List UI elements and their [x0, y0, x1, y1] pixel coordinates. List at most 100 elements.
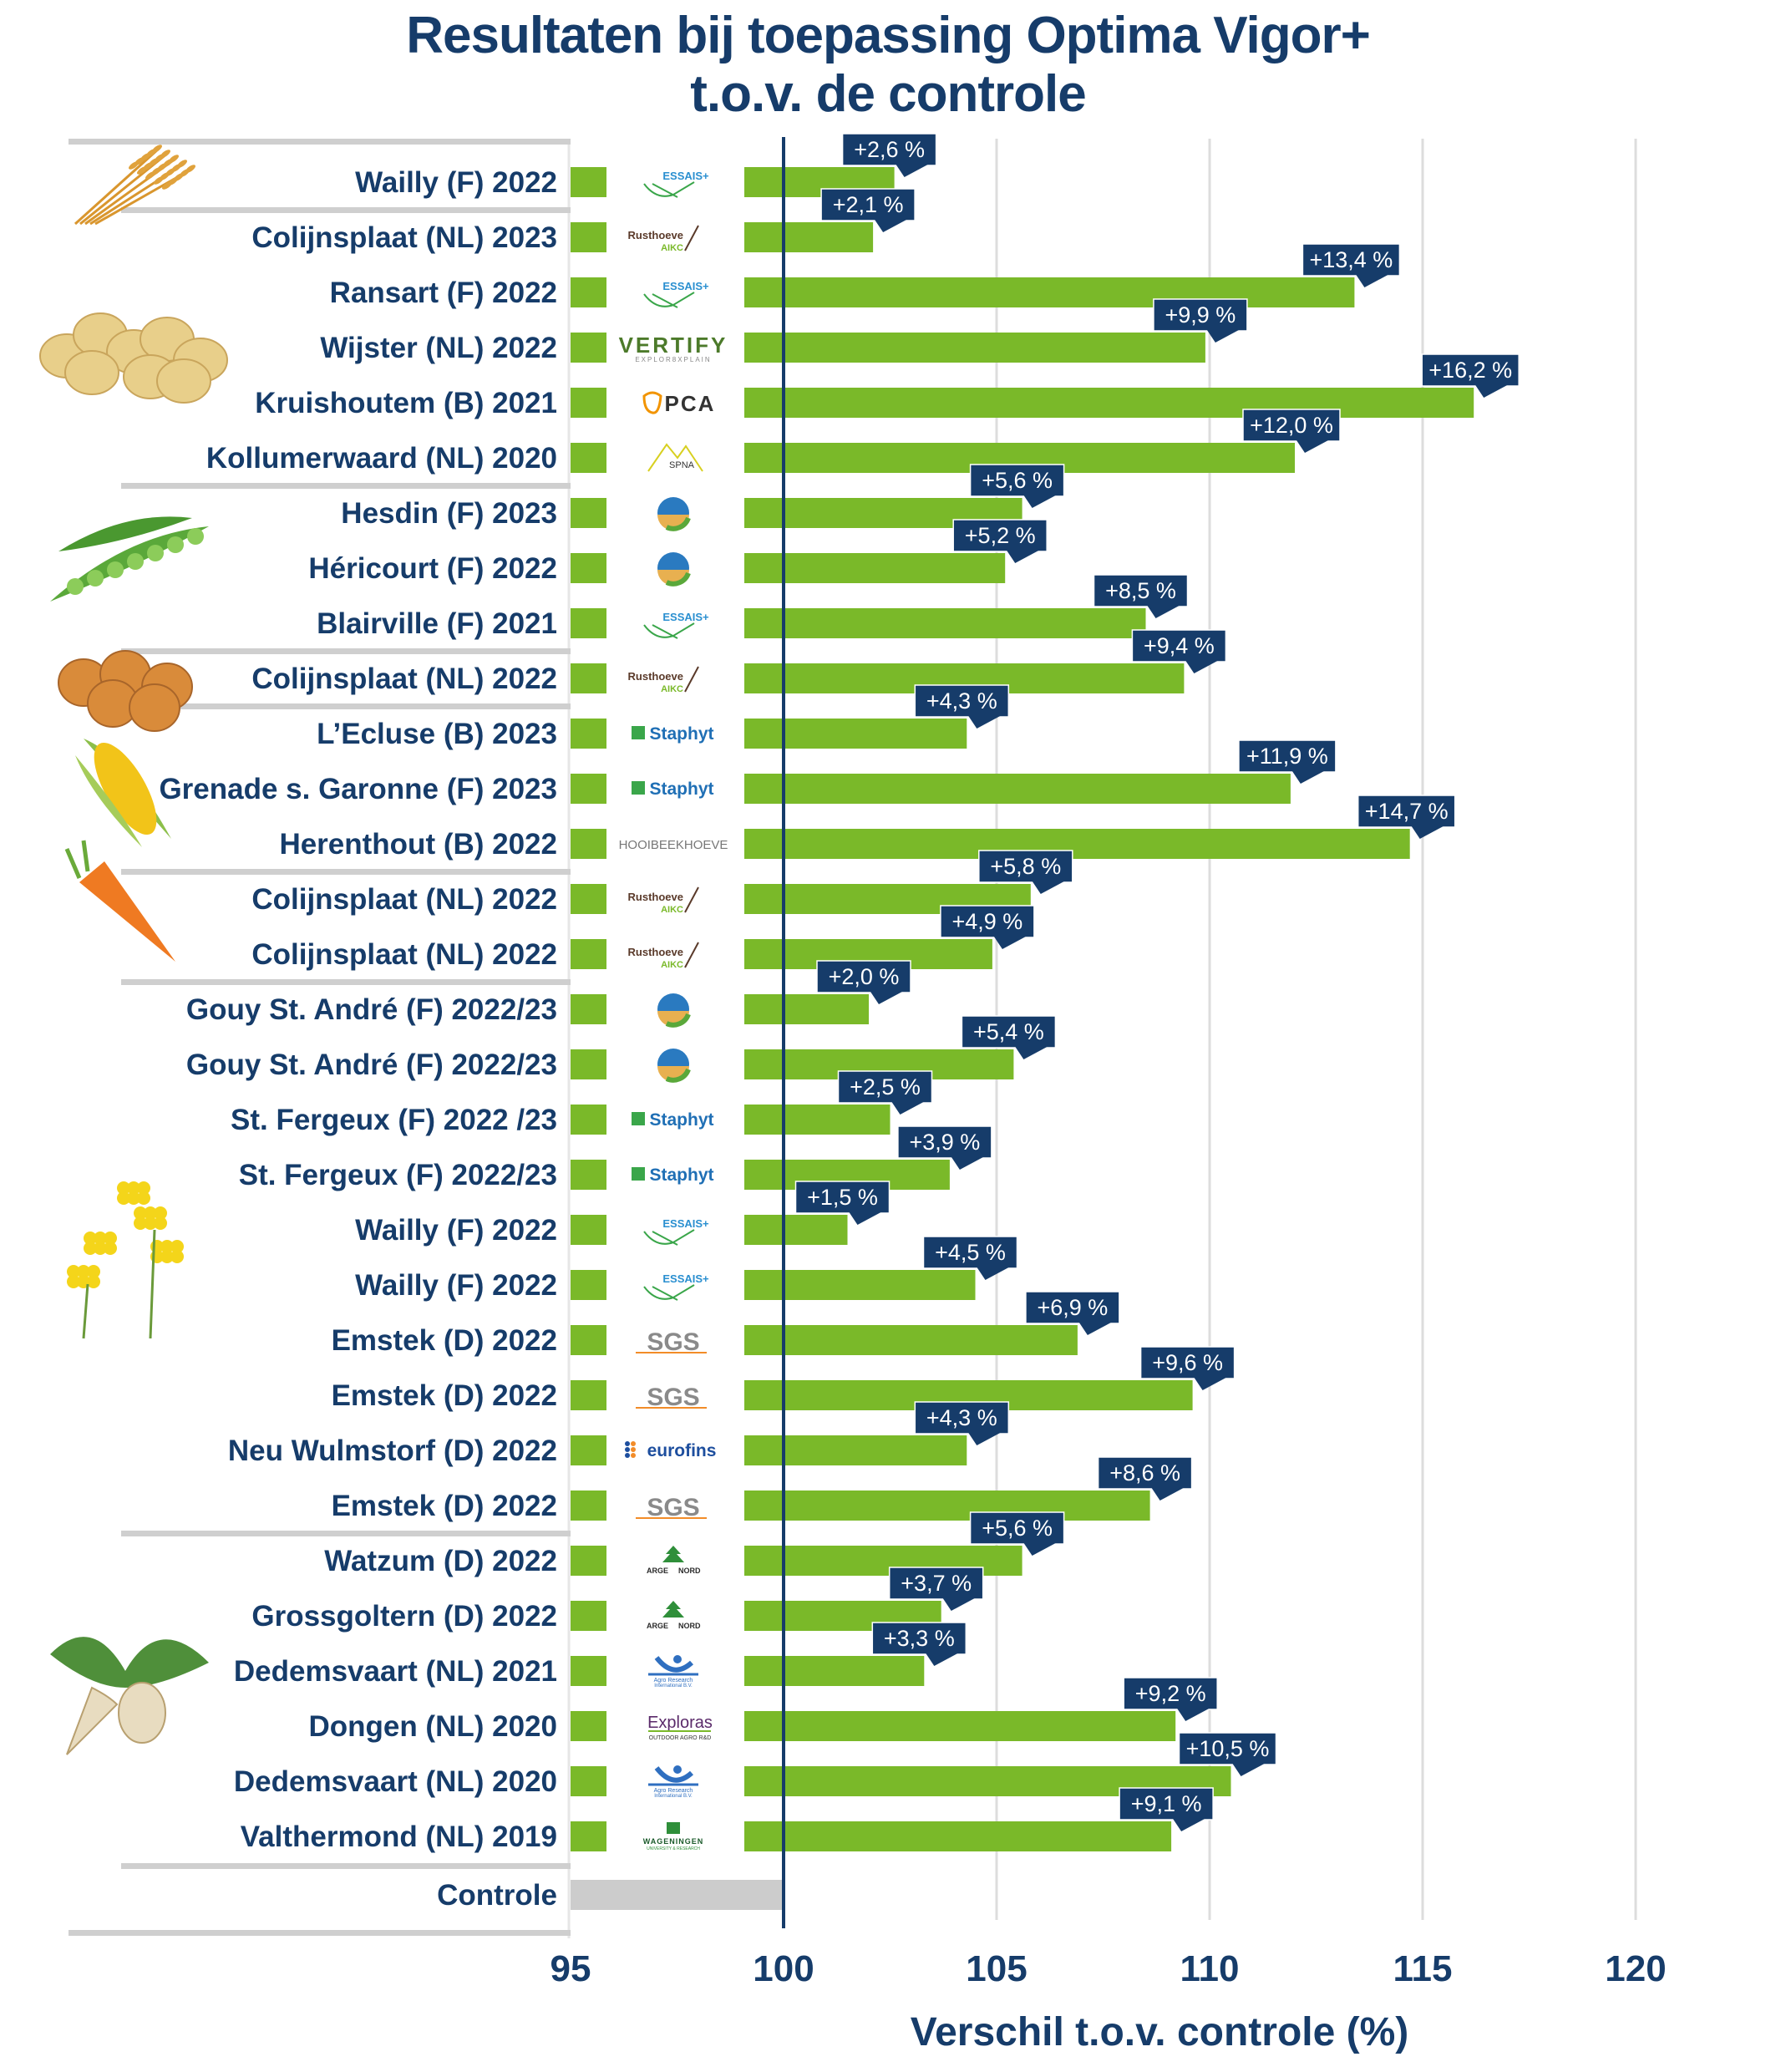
- row-label: Herenthout (B) 2022: [279, 828, 557, 861]
- value-callout-box: [816, 960, 911, 993]
- value-callout: +14,7 %: [1357, 795, 1456, 839]
- value-callout-pointer: [926, 1653, 958, 1666]
- value-label: +10,5 %: [1186, 1736, 1270, 1761]
- logo-text: Staphyt: [649, 780, 713, 799]
- rapeseed-flower: [104, 1242, 117, 1255]
- rapeseed-flower: [117, 1181, 130, 1195]
- group-separator: [121, 703, 571, 709]
- value-callout-box: [1238, 739, 1337, 773]
- row-label: Dedemsvaart (NL) 2020: [234, 1765, 557, 1798]
- value-callout-box: [1123, 1677, 1218, 1710]
- value-callout: +13,4 %: [1302, 243, 1401, 287]
- value-callout-pointer: [1232, 1764, 1265, 1776]
- corn-husk: [75, 755, 142, 847]
- value-callout-box: [1119, 1787, 1214, 1821]
- wageningen-building-icon: [667, 1822, 680, 1834]
- value-callout-box: [837, 1070, 933, 1104]
- agro-research-figure-icon: [654, 1656, 694, 1673]
- value-callout-pointer: [951, 1157, 983, 1170]
- rapeseed-flower: [127, 1191, 140, 1205]
- group-separator: [69, 139, 571, 145]
- row-label: Kruishoutem (B) 2021: [255, 387, 557, 419]
- logo-text: SPNA: [669, 460, 695, 470]
- value-label: +5,8 %: [990, 854, 1061, 879]
- value-label: +3,7 %: [901, 1571, 972, 1596]
- logo-text: SGS: [647, 1494, 699, 1521]
- potato-icon: [39, 312, 228, 404]
- value-label: +1,5 %: [807, 1185, 878, 1210]
- value-callout-box: [969, 464, 1065, 497]
- value-callout-box: [1093, 574, 1189, 607]
- value-label: +9,9 %: [1165, 302, 1236, 328]
- spna-mountain-icon: [647, 443, 703, 472]
- value-label: +4,5 %: [935, 1240, 1006, 1265]
- row-label: L’Ecluse (B) 2023: [317, 718, 557, 750]
- logo-text: ESSAIS+: [662, 1217, 709, 1230]
- pea-icon: [50, 516, 209, 602]
- wheat-stalk: [74, 147, 160, 226]
- value-callout-pointer: [849, 1212, 881, 1225]
- value-label: +9,1 %: [1131, 1791, 1202, 1816]
- rapeseed-flower: [154, 1216, 167, 1230]
- corn-cob: [94, 742, 157, 835]
- essais-leaf-icon: [643, 1229, 695, 1246]
- group-separator: [121, 1531, 571, 1536]
- value-callout-box: [841, 133, 937, 166]
- row-label: Wailly (F) 2022: [355, 1214, 557, 1247]
- value-callout-pointer: [977, 1267, 1009, 1280]
- value-label: +2,6 %: [854, 137, 925, 162]
- logo-plate: [606, 718, 744, 749]
- value-callout-pointer: [1032, 881, 1064, 894]
- logo-plate: [606, 1379, 744, 1411]
- logo-text: EXPLOR8XPLAIN: [635, 356, 711, 363]
- sugar-beet-icon: [50, 1637, 209, 1755]
- value-label: +2,5 %: [850, 1074, 921, 1099]
- eurofins-dots-icon: [625, 1453, 630, 1458]
- logo-plate: [606, 828, 744, 860]
- partner-logo: [606, 1049, 744, 1083]
- logo-text: ESSAIS+: [662, 280, 709, 292]
- row-label: Emstek (D) 2022: [332, 1379, 557, 1412]
- logo-text: SGS: [647, 1328, 699, 1356]
- logo-text: Agro Research: [654, 1678, 693, 1684]
- agro-research-figure-icon: [673, 1655, 682, 1663]
- rapeseed-flower: [104, 1232, 117, 1245]
- partner-logo: Rusthoeve AIKC: [606, 883, 744, 915]
- row-label: Wailly (F) 2022: [355, 166, 557, 199]
- value-callout: +2,6 %: [841, 133, 937, 177]
- partner-logo: ESSAIS+: [606, 277, 744, 308]
- partner-logo: SGS: [606, 1324, 744, 1356]
- value-label: +14,7 %: [1365, 799, 1449, 824]
- rapeseed-flower: [137, 1191, 150, 1205]
- logo-plate: [606, 332, 744, 363]
- value-callout: +4,5 %: [922, 1236, 1018, 1280]
- eurofins-dots-icon: [625, 1441, 630, 1446]
- value-callout: +8,5 %: [1093, 574, 1189, 618]
- value-callout-pointer: [870, 992, 902, 1004]
- value-callout-box: [1178, 1732, 1277, 1765]
- onion-icon: [58, 650, 193, 732]
- value-callout-pointer: [1475, 385, 1508, 398]
- pca-heart-icon: [642, 391, 662, 414]
- logo-text: ARGE: [647, 1622, 668, 1630]
- row-label: Kollumerwaard (NL) 2020: [206, 442, 557, 475]
- partner-logo: ESSAIS+: [606, 607, 744, 639]
- value-callout-box: [940, 905, 1035, 938]
- value-callout-pointer: [1007, 551, 1039, 563]
- value-callout-box: [1153, 298, 1248, 332]
- value-callout: +16,2 %: [1421, 353, 1520, 398]
- logo-plate: [606, 1710, 744, 1742]
- row-label: Gouy St. André (F) 2022/23: [186, 1049, 557, 1081]
- value-callout-pointer: [942, 1598, 975, 1611]
- value-label: +5,4 %: [973, 1019, 1044, 1044]
- value-label: +4,9 %: [951, 909, 1022, 934]
- logo-text: AIKC: [661, 960, 683, 970]
- greenotec-globe-icon: [665, 1013, 691, 1028]
- logo-text: Rusthoeve: [628, 229, 683, 241]
- rapeseed-flower: [94, 1242, 107, 1255]
- value-callout-pointer: [1411, 826, 1444, 839]
- value-callout: +6,9 %: [1025, 1291, 1120, 1335]
- essais-leaf-icon: [643, 292, 695, 308]
- logo-text: NORD: [678, 1567, 701, 1575]
